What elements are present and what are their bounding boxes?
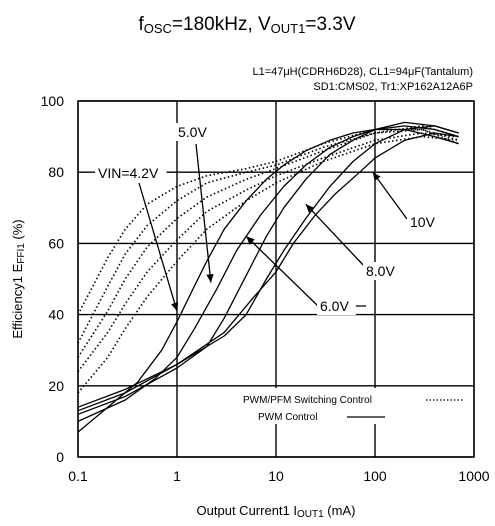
y-tick-label: 100 xyxy=(41,93,65,109)
x-tick-label: 0.1 xyxy=(68,468,88,484)
y-tick-label: 80 xyxy=(48,164,64,180)
annotation-arrowhead xyxy=(305,204,315,213)
annotation-arrow xyxy=(245,235,319,307)
x-tick-label: 1000 xyxy=(458,468,489,484)
annotation-label: VIN=4.2V xyxy=(98,165,159,181)
series-line-pwm-pfm-8-0v xyxy=(77,132,459,373)
annotation-arrow xyxy=(195,143,212,283)
y-tick-label: 0 xyxy=(56,449,64,465)
legend-label-pwm: PWM Control xyxy=(258,412,317,423)
annotation-arrowhead xyxy=(206,273,214,283)
series-lines xyxy=(77,121,459,433)
annotation-arrow xyxy=(138,182,178,312)
x-axis-label: Output Current1 IOUT1 (mA) xyxy=(197,503,356,520)
legend: PWM/PFM Switching Control PWM Control xyxy=(231,388,472,424)
condition-line-2: SD1:CMS02, Tr1:XP162A12A6P xyxy=(313,81,473,93)
annotation-arrowhead xyxy=(171,302,179,312)
x-tick-label: 1 xyxy=(173,468,181,484)
annotation-label-bg xyxy=(317,297,356,315)
annotation-arrow xyxy=(305,203,367,269)
annotation-label-bg xyxy=(95,164,167,182)
annotation-label: 6.0V xyxy=(320,298,349,314)
annotation-arrowhead xyxy=(246,236,255,245)
annotation-arrow xyxy=(372,171,408,220)
annotations: VIN=4.2V 5.0V 6.0V 8.0V 10V xyxy=(95,123,438,315)
series-line-pwm-6-0v xyxy=(77,121,459,415)
annotation-label: 5.0V xyxy=(178,124,207,140)
annotation-label-bg xyxy=(175,123,214,141)
legend-box xyxy=(231,388,472,424)
x-tick-label: 10 xyxy=(268,468,284,484)
y-tick-label: 60 xyxy=(48,235,64,251)
chart-title: fOSC=180kHz, VOUT1=3.3V xyxy=(138,14,355,36)
annotation-label: 10V xyxy=(410,214,436,230)
series-line-pwm-5-0v xyxy=(77,125,459,422)
series-line-pwm-pfm-6-0v xyxy=(77,125,459,358)
legend-label-pwm-pfm: PWM/PFM Switching Control xyxy=(243,395,372,406)
y-axis-label: Efficiency1 EFFI1 (%) xyxy=(10,219,27,338)
series-line-pwm-pfm-4-2v xyxy=(77,128,459,315)
y-tick-label: 40 xyxy=(48,307,64,323)
x-tick-label: 100 xyxy=(363,468,387,484)
series-line-pwm-pfm-10v xyxy=(77,135,459,394)
annotation-arrowhead xyxy=(372,172,381,182)
annotation-label: 8.0V xyxy=(366,263,395,279)
y-tick-label: 20 xyxy=(48,378,64,394)
condition-line-1: L1=47μH(CDRH6D28), CL1=94μF(Tantalum) xyxy=(252,66,473,78)
tick-labels: 0.1 1 10 100 1000 0 20 40 60 80 100 xyxy=(41,93,490,484)
series-line-pwm-pfm-5-0v xyxy=(77,128,459,344)
plot-frame xyxy=(77,100,475,458)
annotation-label-bg xyxy=(407,213,438,231)
series-line-pwm-10v xyxy=(77,132,459,408)
annotation-label-bg xyxy=(363,262,402,280)
